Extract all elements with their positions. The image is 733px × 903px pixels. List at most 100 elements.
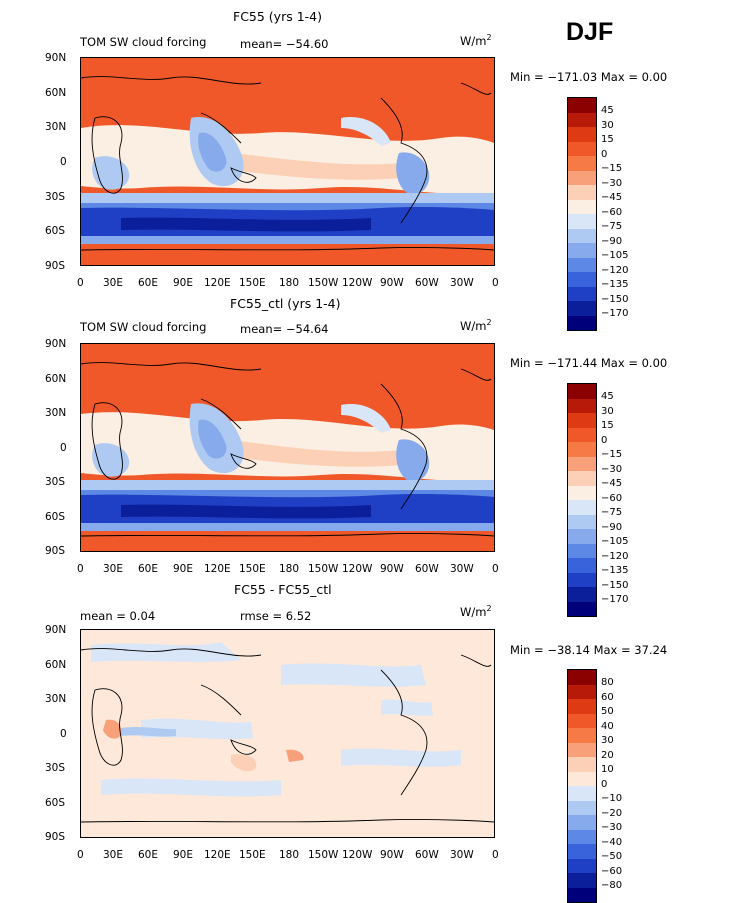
lon-label: 0 bbox=[77, 849, 84, 861]
lon-label: 0 bbox=[492, 849, 499, 861]
lat-label: 30S bbox=[45, 191, 66, 203]
lon-label: 120W bbox=[342, 563, 373, 575]
colorbar-level: 60 bbox=[601, 691, 614, 703]
colorbar-swatch bbox=[568, 214, 596, 229]
lon-label: 30E bbox=[103, 563, 123, 575]
lon-label: 30W bbox=[450, 563, 474, 575]
colorbar-swatch bbox=[568, 272, 596, 287]
colorbar-swatch bbox=[568, 728, 596, 743]
colorbar-swatch bbox=[568, 315, 596, 330]
lon-label: 60E bbox=[138, 849, 158, 861]
colorbar-swatch bbox=[568, 98, 596, 113]
lat-label: 90S bbox=[45, 545, 66, 557]
colorbar-swatch bbox=[568, 529, 596, 544]
panel-title: FC55_ctl (yrs 1-4) bbox=[230, 296, 341, 311]
colorbar-level: −75 bbox=[601, 507, 623, 519]
lon-label: 120E bbox=[204, 277, 231, 289]
lon-label: 90E bbox=[173, 277, 193, 289]
colorbar-swatch bbox=[568, 844, 596, 859]
colorbar-level: −15 bbox=[601, 449, 623, 461]
colorbar-level: −45 bbox=[601, 478, 623, 490]
lon-label: 180 bbox=[279, 563, 300, 575]
units-label: W/m2 bbox=[460, 318, 492, 333]
lon-label: 0 bbox=[492, 277, 499, 289]
colorbar-swatch bbox=[568, 199, 596, 214]
lat-label: 0 bbox=[60, 728, 67, 740]
units-label: W/m2 bbox=[460, 33, 492, 48]
lon-label: 60E bbox=[138, 277, 158, 289]
colorbar-swatch bbox=[568, 398, 596, 413]
colorbar-level: 10 bbox=[601, 764, 614, 776]
colorbar-swatch bbox=[568, 699, 596, 714]
lon-label: 90W bbox=[380, 849, 404, 861]
colorbar-level: 15 bbox=[601, 420, 614, 432]
colorbar-level: −30 bbox=[601, 463, 623, 475]
colorbar-level: 50 bbox=[601, 706, 614, 718]
lon-label: 90W bbox=[380, 563, 404, 575]
colorbar-swatch bbox=[568, 858, 596, 873]
colorbar-level: −20 bbox=[601, 807, 623, 819]
colorbar-level: 0 bbox=[601, 148, 608, 160]
lon-label: 0 bbox=[77, 563, 84, 575]
field-label: TOM SW cloud forcing bbox=[80, 35, 207, 49]
lon-label: 150E bbox=[239, 849, 266, 861]
colorbar-labels: 45 30 15 0 −15 −30 −45 −60 −75 −90 −105 … bbox=[597, 383, 628, 617]
lat-label: 60N bbox=[45, 373, 67, 385]
colorbar-level: −60 bbox=[601, 865, 623, 877]
lon-label: 90W bbox=[380, 277, 404, 289]
colorbar-swatches bbox=[567, 669, 597, 903]
lon-label: 90E bbox=[173, 849, 193, 861]
lon-label: 0 bbox=[77, 277, 84, 289]
lon-label: 120E bbox=[204, 563, 231, 575]
lon-label: 120W bbox=[342, 849, 373, 861]
field-label: TOM SW cloud forcing bbox=[80, 320, 207, 334]
min-max-label: Min = −171.03 Max = 0.00 bbox=[510, 70, 668, 84]
colorbar-level: −45 bbox=[601, 192, 623, 204]
lat-label: 90S bbox=[45, 260, 66, 272]
colorbar-level: −50 bbox=[601, 851, 623, 863]
lat-label: 90S bbox=[45, 831, 66, 843]
colorbar-swatch bbox=[568, 384, 596, 399]
colorbar-swatch bbox=[568, 771, 596, 786]
colorbar-swatch bbox=[568, 887, 596, 902]
colorbar-level: −120 bbox=[601, 550, 629, 562]
lat-label: 30S bbox=[45, 476, 66, 488]
lat-label: 90N bbox=[45, 338, 67, 350]
colorbar-swatch bbox=[568, 301, 596, 316]
colorbar-swatch bbox=[568, 757, 596, 772]
mean-label: mean= −54.64 bbox=[240, 322, 329, 336]
colorbar-swatch bbox=[568, 141, 596, 156]
colorbar-level: 0 bbox=[601, 434, 608, 446]
colorbar-level: −60 bbox=[601, 206, 623, 218]
colorbar-level: −90 bbox=[601, 521, 623, 533]
lat-label: 60S bbox=[45, 511, 66, 523]
colorbar-level: 20 bbox=[601, 749, 614, 761]
colorbar-level: −170 bbox=[601, 308, 629, 320]
colorbar-swatch bbox=[568, 587, 596, 602]
lon-label: 150E bbox=[239, 277, 266, 289]
colorbar-level: −60 bbox=[601, 492, 623, 504]
lon-label: 180 bbox=[279, 849, 300, 861]
colorbar-swatch bbox=[568, 286, 596, 301]
lon-label: 60W bbox=[415, 277, 439, 289]
season-label: DJF bbox=[566, 18, 614, 46]
lat-label: 0 bbox=[60, 442, 67, 454]
colorbar-swatch bbox=[568, 786, 596, 801]
lon-label: 30E bbox=[103, 849, 123, 861]
colorbar: 45 30 15 0 −15 −30 −45 −60 −75 −90 −105 … bbox=[567, 383, 628, 617]
colorbar-swatches bbox=[567, 383, 597, 617]
lat-label: 60N bbox=[45, 87, 67, 99]
colorbar-level: 0 bbox=[601, 778, 608, 790]
colorbar-swatch bbox=[568, 815, 596, 830]
units-label: W/m2 bbox=[460, 604, 492, 619]
colorbar-swatch bbox=[568, 185, 596, 200]
contour-map bbox=[81, 630, 494, 837]
colorbar-level: 40 bbox=[601, 720, 614, 732]
colorbar-level: 30 bbox=[601, 119, 614, 131]
contour-map bbox=[81, 344, 494, 551]
colorbar-swatch bbox=[568, 514, 596, 529]
min-max-label: Min = −38.14 Max = 37.24 bbox=[510, 643, 668, 657]
rmse-label: rmse = 6.52 bbox=[240, 609, 312, 623]
colorbar-level: −75 bbox=[601, 221, 623, 233]
colorbar-swatch bbox=[568, 485, 596, 500]
